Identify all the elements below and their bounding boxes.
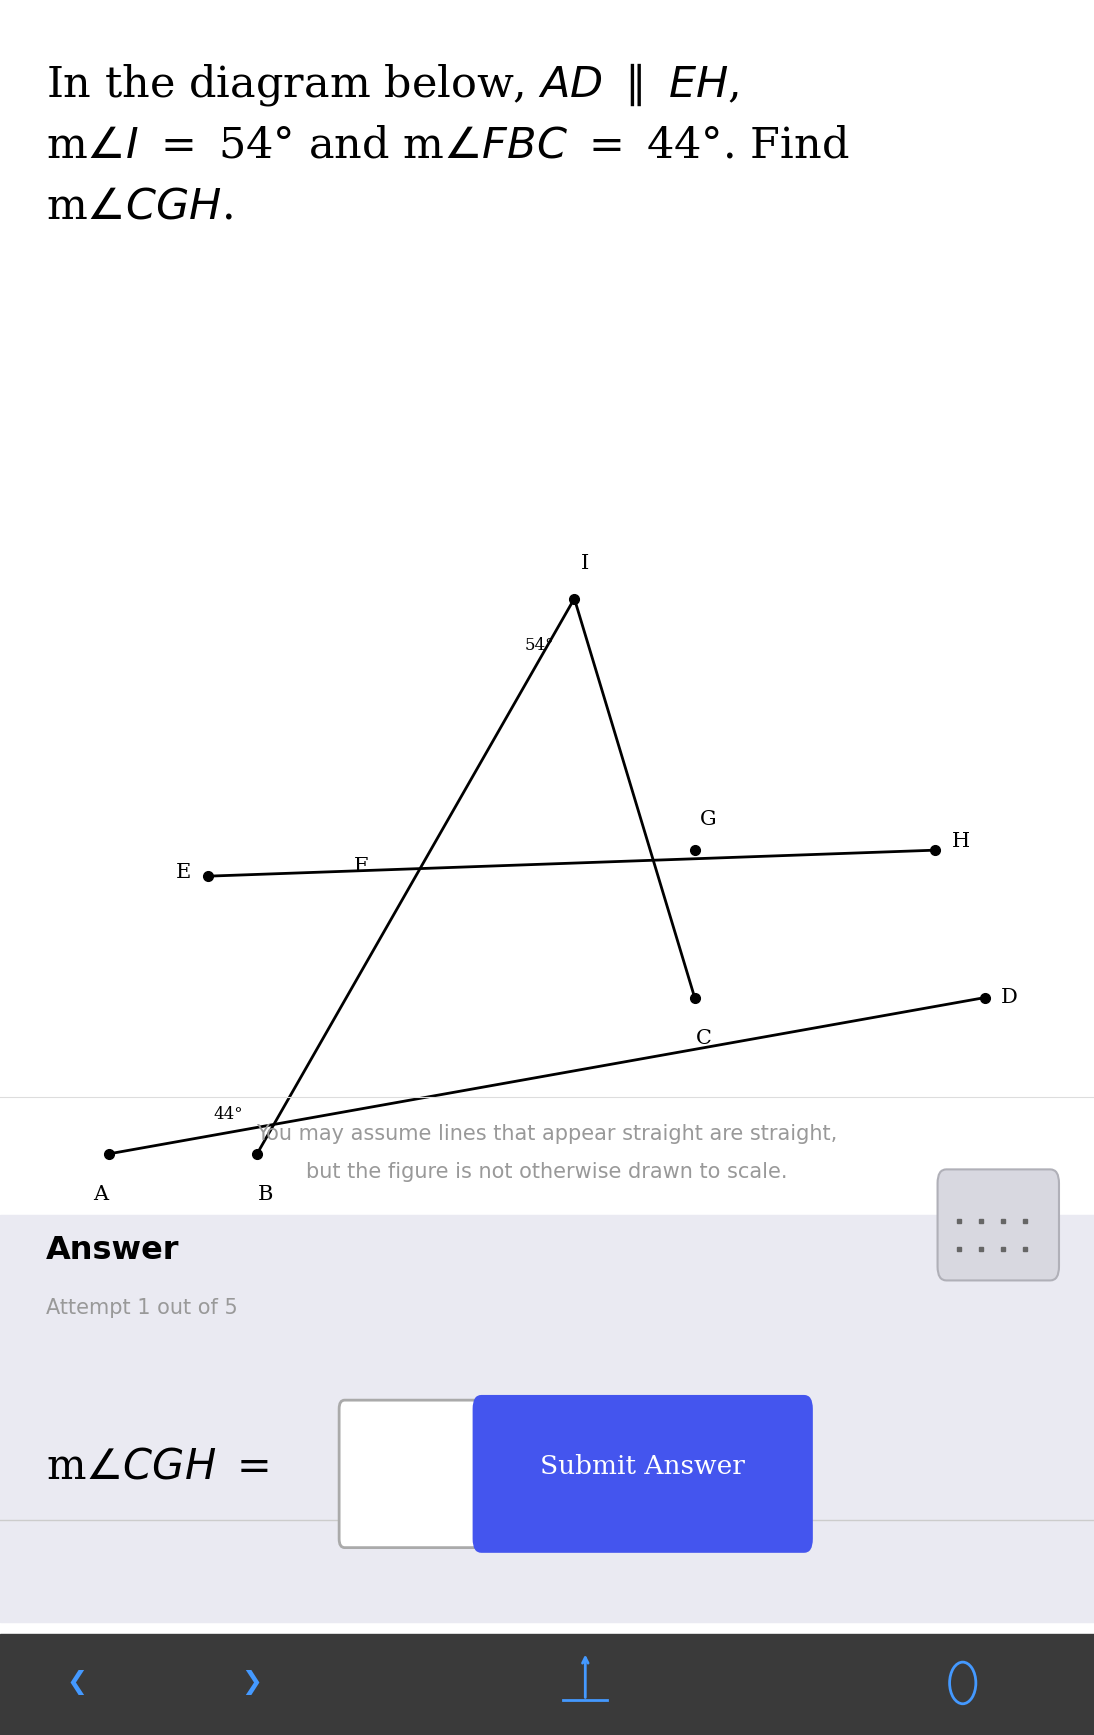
Text: E: E <box>176 864 191 881</box>
Text: A: A <box>93 1185 108 1204</box>
FancyBboxPatch shape <box>339 1400 509 1548</box>
Text: I: I <box>581 553 590 573</box>
FancyBboxPatch shape <box>938 1169 1059 1280</box>
Text: You may assume lines that appear straight are straight,: You may assume lines that appear straigh… <box>256 1124 838 1145</box>
Bar <box>0 1634 1094 1735</box>
Text: C: C <box>696 1029 711 1048</box>
Text: ❮: ❮ <box>66 1671 88 1695</box>
Text: Answer: Answer <box>46 1235 179 1267</box>
Text: G: G <box>700 810 717 829</box>
Text: 54°: 54° <box>525 637 555 654</box>
Text: ❯: ❯ <box>241 1671 263 1695</box>
Text: B: B <box>258 1185 274 1204</box>
Text: F: F <box>354 857 369 876</box>
Text: m$\angle$$\mathit{CGH}$ $=$: m$\angle$$\mathit{CGH}$ $=$ <box>46 1445 269 1487</box>
Bar <box>0 1214 1094 1622</box>
Text: H: H <box>952 833 970 850</box>
Text: Submit Answer: Submit Answer <box>540 1454 745 1478</box>
Text: but the figure is not otherwise drawn to scale.: but the figure is not otherwise drawn to… <box>306 1162 788 1183</box>
FancyBboxPatch shape <box>473 1395 813 1553</box>
Text: 44°: 44° <box>213 1105 243 1123</box>
Text: m$\angle$$\mathit{CGH}$.: m$\angle$$\mathit{CGH}$. <box>46 186 233 227</box>
Text: Attempt 1 out of 5: Attempt 1 out of 5 <box>46 1298 237 1319</box>
Text: D: D <box>1001 989 1017 1006</box>
Text: m$\angle$$\mathit{I}$ $=$ 54° and m$\angle$$\mathit{FBC}$ $=$ 44°. Find: m$\angle$$\mathit{I}$ $=$ 54° and m$\ang… <box>46 125 849 167</box>
Text: °: ° <box>516 1450 532 1482</box>
Text: In the diagram below, $\mathit{AD}$ $\parallel$ $\mathit{EH}$,: In the diagram below, $\mathit{AD}$ $\pa… <box>46 61 740 108</box>
